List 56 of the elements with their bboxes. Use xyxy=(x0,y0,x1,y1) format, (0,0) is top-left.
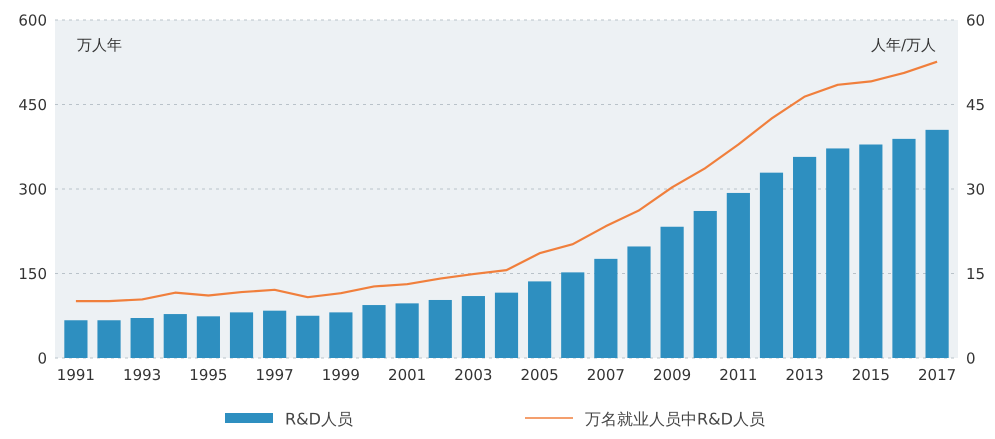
y2-tick-label: 0 xyxy=(966,349,976,368)
y2-tick-label: 30 xyxy=(966,180,986,198)
x-tick-label: 2003 xyxy=(454,366,492,384)
legend-label: 万名就业人员中R&D人员 xyxy=(585,410,765,429)
bar xyxy=(494,292,518,358)
bar xyxy=(892,138,916,358)
x-tick-label: 1999 xyxy=(322,366,360,384)
bar xyxy=(462,296,485,358)
bar xyxy=(826,148,850,358)
x-tick-label: 1993 xyxy=(123,366,162,384)
x-tick-label: 2001 xyxy=(388,366,426,384)
y2-tick-label: 15 xyxy=(966,264,986,283)
y-axis-title: 万人年 xyxy=(77,36,122,54)
x-tick-label: 2009 xyxy=(653,366,692,384)
bar xyxy=(694,210,717,358)
bar xyxy=(64,320,88,358)
bar xyxy=(362,305,386,358)
x-tick-label: 2017 xyxy=(918,366,956,384)
line-series xyxy=(74,60,938,302)
bar xyxy=(726,192,750,358)
bar xyxy=(660,226,684,358)
bar xyxy=(296,316,320,358)
y-tick-label: 300 xyxy=(18,180,47,198)
bar xyxy=(561,272,584,358)
y2-axis-title: 人年/万人 xyxy=(870,36,936,54)
y2-tick-label: 60 xyxy=(966,11,986,30)
x-tick-label: 2015 xyxy=(852,366,890,384)
x-tick-label: 2013 xyxy=(786,366,824,384)
y-tick-label: 150 xyxy=(18,264,47,283)
bar xyxy=(760,172,784,358)
bar xyxy=(164,314,187,358)
bar xyxy=(130,318,154,358)
bar xyxy=(859,144,882,358)
x-tick-label: 1991 xyxy=(56,366,95,384)
x-tick-label: 1995 xyxy=(189,366,228,384)
y-tick-label: 0 xyxy=(37,349,47,368)
legend-label: R&D人员 xyxy=(285,410,353,429)
bar xyxy=(263,310,286,358)
y-tick-label: 600 xyxy=(18,11,47,30)
bar xyxy=(230,312,254,358)
y2-tick-label: 45 xyxy=(966,96,986,114)
bar xyxy=(594,258,618,358)
bar xyxy=(97,320,121,358)
y-tick-label: 450 xyxy=(18,96,47,114)
bar xyxy=(528,281,552,358)
bar xyxy=(627,246,651,358)
bar xyxy=(329,312,352,358)
x-tick-label: 2011 xyxy=(719,366,758,384)
bar xyxy=(396,303,419,358)
x-tick-label: 2007 xyxy=(586,366,625,384)
bar xyxy=(926,130,949,358)
bar xyxy=(196,316,220,358)
x-tick-label: 1997 xyxy=(256,366,294,384)
bar xyxy=(793,156,816,358)
x-tick-label: 2005 xyxy=(520,366,559,384)
bar xyxy=(428,300,452,358)
